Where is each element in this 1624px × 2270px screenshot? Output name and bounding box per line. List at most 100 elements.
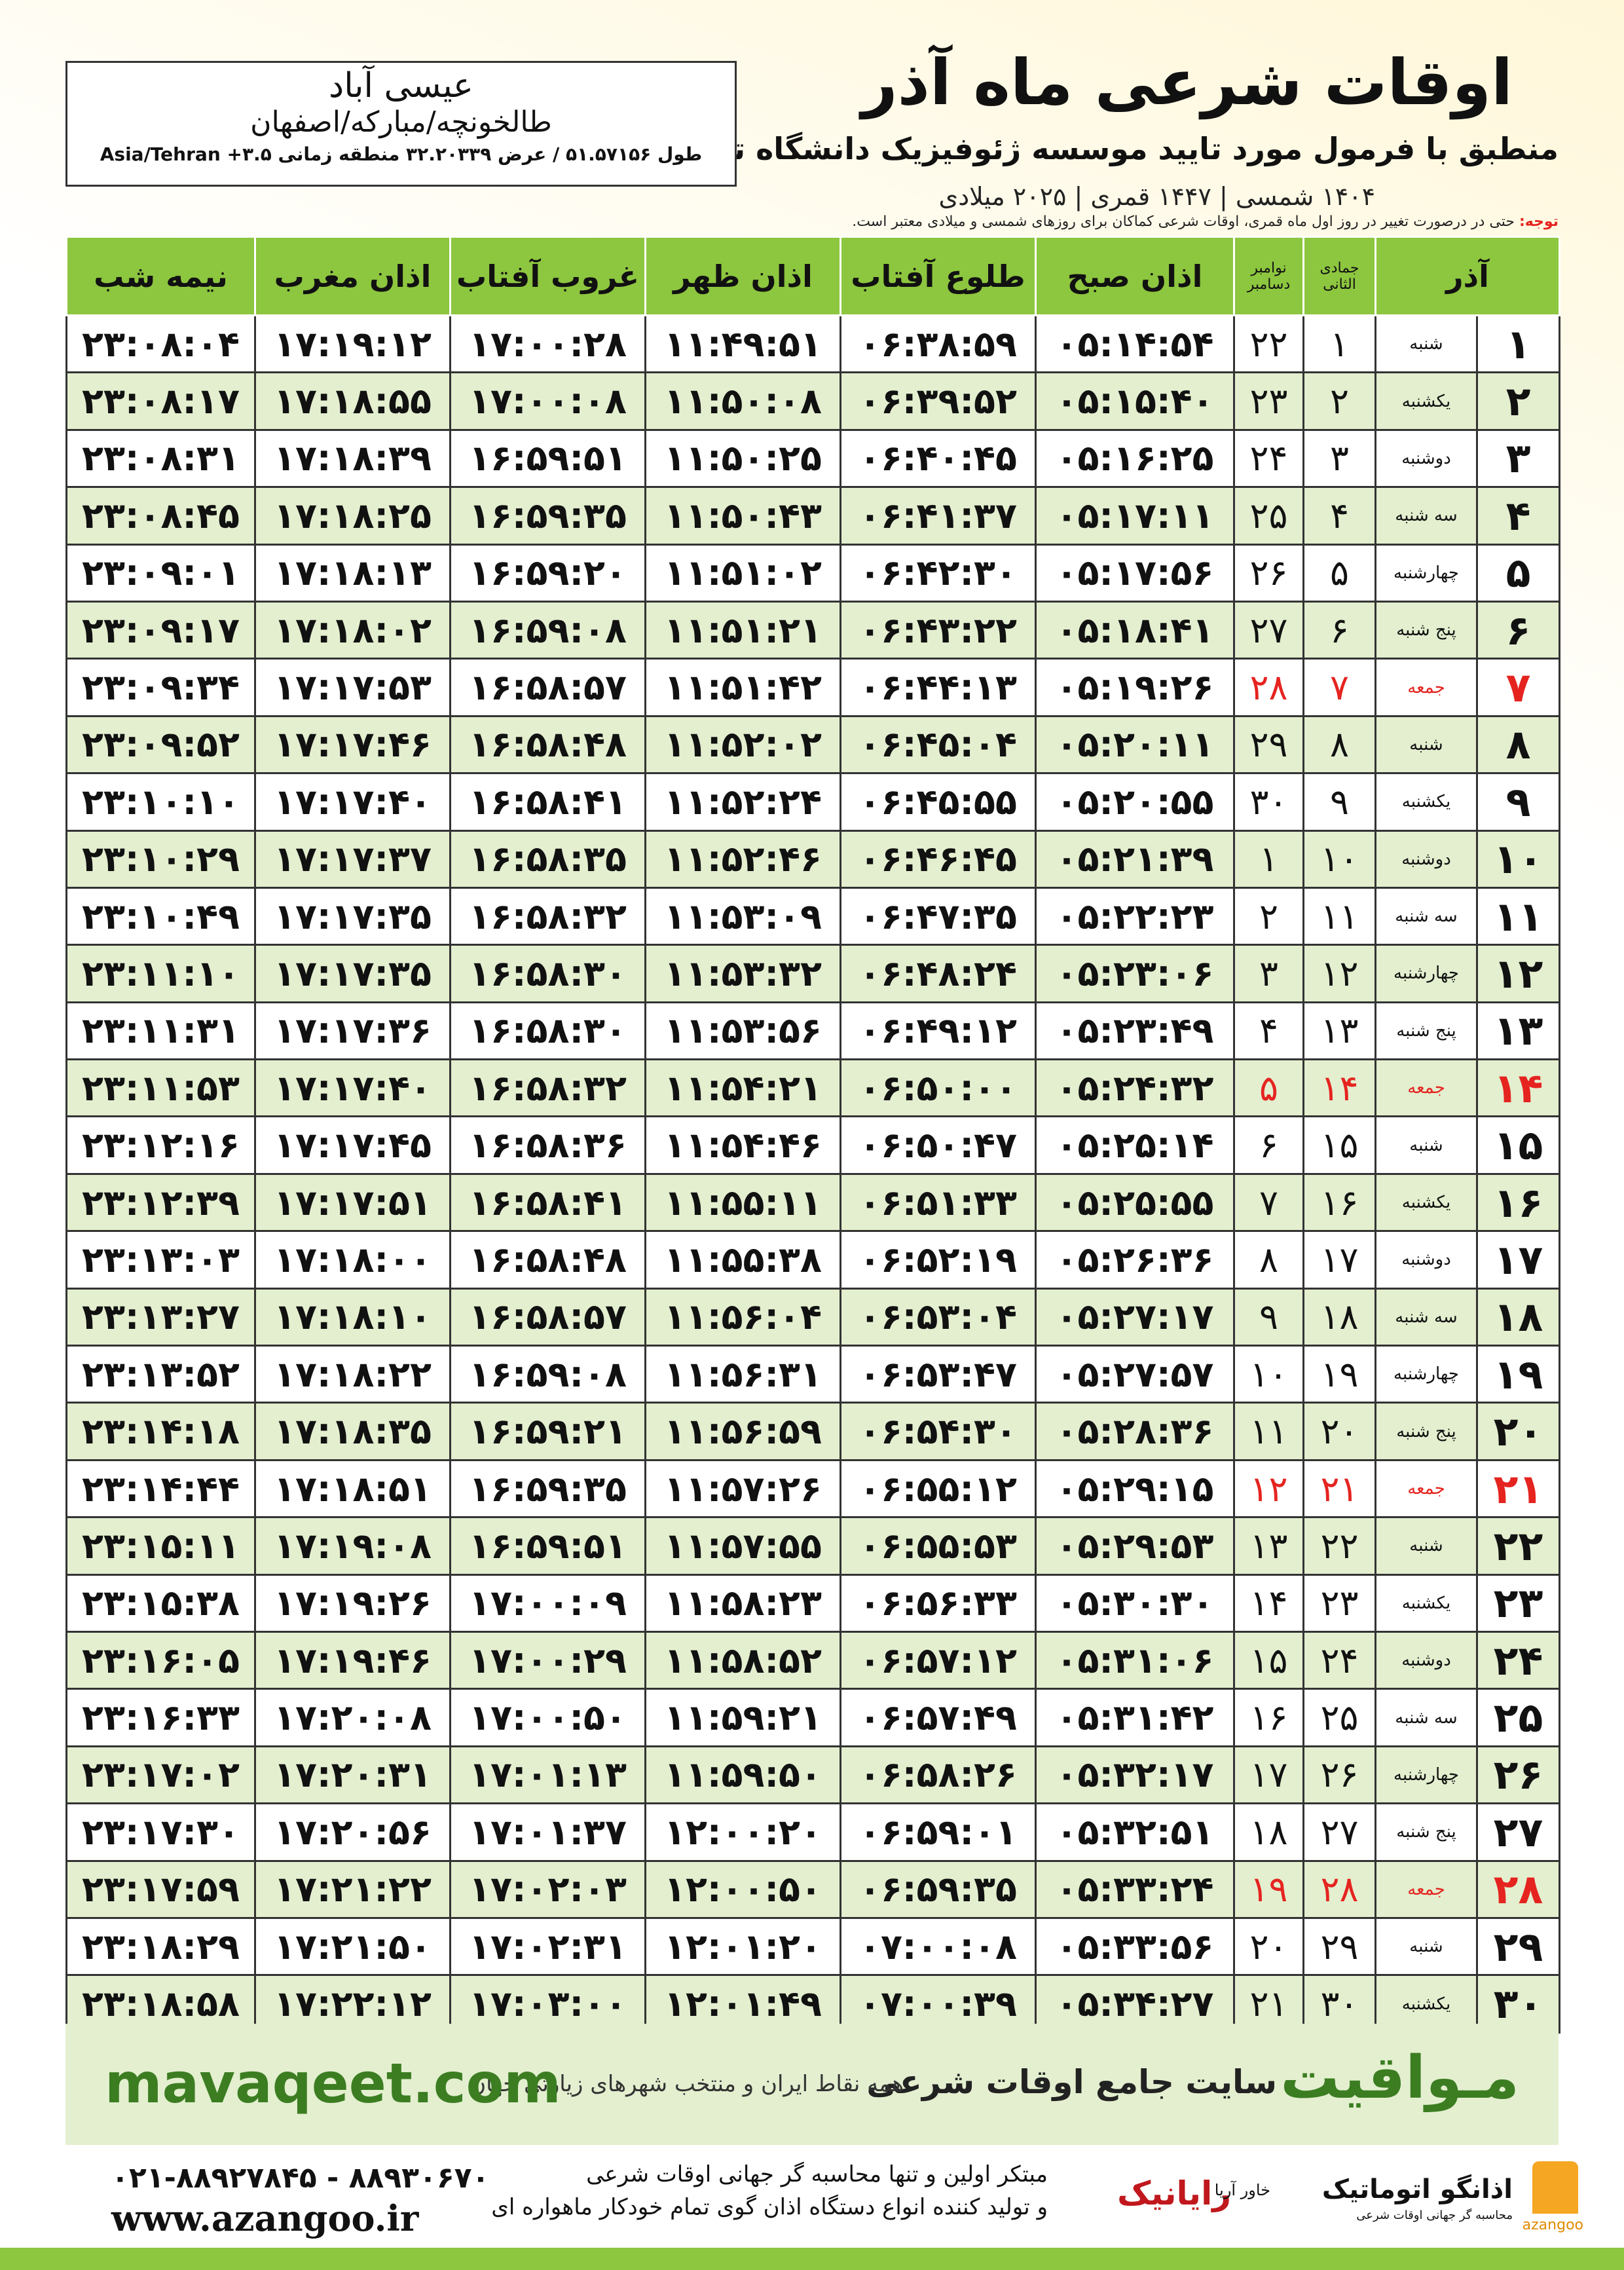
cell-sunrise: ۰۷:۰۰:۰۸ — [840, 1916, 1037, 1977]
cell-day: ۲۱ — [1476, 1459, 1561, 1519]
cell-midnight: ۲۳:۰۸:۴۵ — [65, 486, 256, 546]
website[interactable]: www.azangoo.ir — [111, 2197, 419, 2239]
cell-day: ۷ — [1476, 658, 1561, 717]
site-url[interactable]: mavaqeet.com — [105, 2051, 561, 2115]
cell-sunrise: ۰۶:۵۰:۰۰ — [840, 1058, 1037, 1118]
cell-hijri: ۱۱ — [1302, 886, 1376, 946]
table-row: ۱۴ جمعه ۱۴ ۵ ۰۵:۲۴:۳۲ ۰۶:۵۰:۰۰ ۱۱:۵۴:۲۱ ۱۶:۵۸:۳… — [65, 1058, 1561, 1118]
table-row: ۲ یکشنبه ۲ ۲۳ ۰۵:۱۵:۴۰ ۰۶:۳۹:۵۲ ۱۱:۵۰:۰۸ ۱۷:۰۰:… — [65, 371, 1561, 431]
cell-sunset: ۱۶:۵۸:۴۱ — [449, 1172, 646, 1233]
cell-weekday: دوشنبه — [1374, 1630, 1479, 1690]
cell-dhuhr: ۱۱:۵۶:۵۹ — [644, 1402, 841, 1461]
cell-midnight: ۲۳:۰۸:۰۴ — [65, 314, 256, 374]
cell-sunrise: ۰۶:۳۸:۵۹ — [840, 314, 1037, 374]
cell-day: ۳۰ — [1476, 1974, 1561, 2034]
logo-icon — [1532, 2161, 1578, 2214]
cell-hijri: ۷ — [1302, 658, 1376, 717]
cell-weekday: شنبه — [1374, 1115, 1479, 1175]
cell-day: ۱۴ — [1476, 1058, 1561, 1118]
location-region: طالخونچه/مبارکه/اصفهان — [250, 105, 552, 139]
cell-weekday: جمعه — [1374, 658, 1479, 717]
cell-midnight: ۲۳:۱۶:۰۵ — [65, 1630, 256, 1690]
cell-weekday: سه شنبه — [1374, 1688, 1479, 1747]
cell-hijri: ۲۹ — [1302, 1916, 1376, 1977]
cell-sunrise: ۰۶:۴۶:۴۵ — [840, 829, 1037, 889]
table-row: ۹ یکشنبه ۹ ۳۰ ۰۵:۲۰:۵۵ ۰۶:۴۵:۵۵ ۱۱:۵۲:۲۴ ۱۶:۵۸:… — [65, 772, 1561, 832]
cell-gregorian: ۲۱ — [1233, 1974, 1304, 2034]
cell-hijri: ۱۲ — [1302, 944, 1376, 1003]
prayer-table: آذر جمادی الثانی نوامبر دسامبر اذان صبح ط… — [65, 236, 1561, 2034]
cell-maghrib: ۱۷:۱۷:۳۵ — [254, 944, 451, 1003]
cell-fajr: ۰۵:۳۰:۳۰ — [1035, 1573, 1235, 1633]
cell-weekday: شنبه — [1374, 1516, 1479, 1576]
cell-fajr: ۰۵:۲۰:۱۱ — [1035, 715, 1235, 775]
cell-fajr: ۰۵:۳۲:۵۱ — [1035, 1802, 1235, 1862]
cell-weekday: شنبه — [1374, 715, 1479, 775]
table-row: ۲۱ جمعه ۲۱ ۱۲ ۰۵:۲۹:۱۵ ۰۶:۵۵:۱۲ ۱۱:۵۷:۲۶ ۱۶:۵۹:… — [65, 1459, 1561, 1519]
cell-hijri: ۱۳ — [1302, 1001, 1376, 1061]
cell-maghrib: ۱۷:۲۱:۵۰ — [254, 1916, 451, 1977]
cell-sunrise: ۰۶:۵۷:۱۲ — [840, 1630, 1037, 1690]
cell-fajr: ۰۵:۳۳:۵۶ — [1035, 1916, 1235, 1977]
cell-maghrib: ۱۷:۱۷:۵۱ — [254, 1172, 451, 1233]
cell-midnight: ۲۳:۱۱:۳۱ — [65, 1001, 256, 1061]
col-header: نوامبر دسامبر — [1233, 236, 1304, 316]
cell-day: ۴ — [1476, 486, 1561, 546]
cell-sunset: ۱۷:۰۱:۱۳ — [449, 1745, 646, 1805]
cell-fajr: ۰۵:۱۴:۵۴ — [1035, 314, 1235, 374]
cell-dhuhr: ۱۲:۰۱:۲۰ — [644, 1916, 841, 1977]
table-row: ۱۸ سه شنبه ۱۸ ۹ ۰۵:۲۷:۱۷ ۰۶:۵۳:۰۴ ۱۱:۵۶:۰۴ ۱۶:۵… — [65, 1287, 1561, 1347]
cell-fajr: ۰۵:۲۷:۱۷ — [1035, 1287, 1235, 1347]
cell-sunset: ۱۶:۵۹:۳۵ — [449, 486, 646, 546]
cell-maghrib: ۱۷:۱۷:۵۳ — [254, 658, 451, 717]
col-header: غروب آفتاب — [449, 236, 646, 316]
cell-sunrise: ۰۶:۵۹:۳۵ — [840, 1859, 1037, 1919]
cell-gregorian: ۱۰ — [1233, 1345, 1304, 1404]
cell-day: ۹ — [1476, 772, 1561, 832]
location-coords: طول ۵۱.۵۷۱۵۶ / عرض ۳۲.۲۰۳۳۹ منطقه زمانی … — [100, 143, 703, 166]
cell-dhuhr: ۱۱:۵۶:۰۴ — [644, 1287, 841, 1347]
cell-hijri: ۲۷ — [1302, 1802, 1376, 1862]
cell-weekday: شنبه — [1374, 1916, 1479, 1977]
table-row: ۳۰ یکشنبه ۳۰ ۲۱ ۰۵:۳۴:۲۷ ۰۷:۰۰:۳۹ ۱۲:۰۱:۴۹ ۱۷:۰… — [65, 1974, 1561, 2034]
cell-fajr: ۰۵:۱۸:۴۱ — [1035, 600, 1235, 660]
cell-sunrise: ۰۶:۵۵:۱۲ — [840, 1459, 1037, 1519]
cell-sunset: ۱۶:۵۹:۵۱ — [449, 428, 646, 489]
cell-maghrib: ۱۷:۱۹:۰۸ — [254, 1516, 451, 1576]
cell-dhuhr: ۱۱:۵۹:۲۱ — [644, 1688, 841, 1747]
cell-dhuhr: ۱۱:۵۰:۴۳ — [644, 486, 841, 546]
table-body: ۱ شنبه ۱ ۲۲ ۰۵:۱۴:۵۴ ۰۶:۳۸:۵۹ ۱۱:۴۹:۵۱ ۱۷:۰۰:۲۸… — [65, 314, 1561, 2034]
cell-hijri: ۱۴ — [1302, 1058, 1376, 1118]
cell-dhuhr: ۱۱:۵۵:۳۸ — [644, 1230, 841, 1290]
logo-en: azangoo — [1522, 2217, 1583, 2233]
cell-hijri: ۱۸ — [1302, 1287, 1376, 1347]
cell-weekday: جمعه — [1374, 1459, 1479, 1519]
cell-sunset: ۱۶:۵۹:۳۵ — [449, 1459, 646, 1519]
cell-weekday: یکشنبه — [1374, 1573, 1479, 1633]
cell-day: ۱۹ — [1476, 1345, 1561, 1404]
cell-sunset: ۱۷:۰۲:۰۳ — [449, 1859, 646, 1919]
table-row: ۱۱ سه شنبه ۱۱ ۲ ۰۵:۲۲:۲۳ ۰۶:۴۷:۳۵ ۱۱:۵۳:۰۹ ۱۶:۵… — [65, 886, 1561, 946]
cell-dhuhr: ۱۱:۵۴:۲۱ — [644, 1058, 841, 1118]
cell-weekday: پنج شنبه — [1374, 1402, 1479, 1461]
cell-fajr: ۰۵:۱۶:۲۵ — [1035, 428, 1235, 489]
cell-weekday: پنج شنبه — [1374, 1001, 1479, 1061]
cell-midnight: ۲۳:۱۷:۰۲ — [65, 1745, 256, 1805]
cell-day: ۱۷ — [1476, 1230, 1561, 1290]
cell-hijri: ۴ — [1302, 486, 1376, 546]
cell-midnight: ۲۳:۱۲:۳۹ — [65, 1172, 256, 1233]
col-header: اذان ظهر — [644, 236, 841, 316]
col-header: جمادی الثانی — [1320, 259, 1359, 293]
cell-day: ۱۰ — [1476, 829, 1561, 889]
cell-hijri: ۲۳ — [1302, 1573, 1376, 1633]
cell-midnight: ۲۳:۱۱:۵۳ — [65, 1058, 256, 1118]
cell-sunrise: ۰۶:۴۲:۳۰ — [840, 543, 1037, 603]
cell-sunrise: ۰۶:۴۹:۱۲ — [840, 1001, 1037, 1061]
cell-sunrise: ۰۶:۵۵:۵۳ — [840, 1516, 1037, 1576]
table-row: ۱۲ چهارشنبه ۱۲ ۳ ۰۵:۲۳:۰۶ ۰۶:۴۸:۲۴ ۱۱:۵۳:۳۲ ۱۶:… — [65, 944, 1561, 1003]
cell-maghrib: ۱۷:۲۰:۳۱ — [254, 1745, 451, 1805]
cell-sunset: ۱۶:۵۹:۰۸ — [449, 600, 646, 660]
cell-fajr: ۰۵:۲۵:۵۵ — [1035, 1172, 1235, 1233]
cell-weekday: چهارشنبه — [1374, 1345, 1479, 1404]
cell-dhuhr: ۱۱:۵۲:۲۴ — [644, 772, 841, 832]
